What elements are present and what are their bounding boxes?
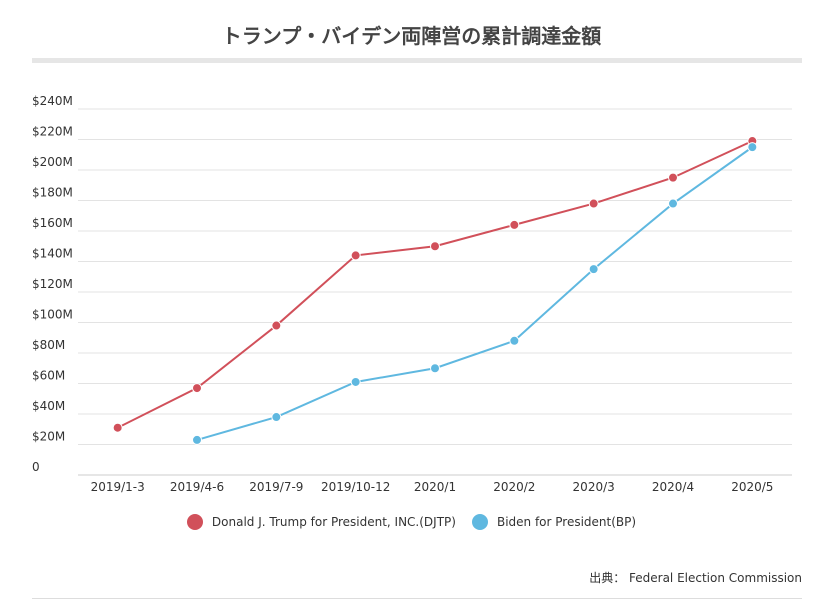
legend-swatch-trump <box>186 514 203 530</box>
y-tick-label: $80M <box>32 338 65 352</box>
y-tick-label: $100M <box>32 308 73 322</box>
data-point[interactable] <box>350 376 361 387</box>
data-point[interactable] <box>192 434 202 445</box>
series-line-0 <box>117 140 753 429</box>
x-tick-label: 2020/1 <box>414 480 456 494</box>
y-tick-label: $200M <box>32 155 73 169</box>
legend-label-biden: Biden for President(BP) <box>496 515 637 529</box>
data-point[interactable] <box>668 198 678 209</box>
data-point[interactable] <box>509 335 520 346</box>
x-tick-label: 2019/7-9 <box>249 480 303 494</box>
series-line-1 <box>196 146 753 441</box>
data-point[interactable] <box>430 363 440 374</box>
y-tick-label: $160M <box>32 216 73 230</box>
data-point[interactable] <box>350 250 361 261</box>
data-point[interactable] <box>588 264 599 275</box>
data-point[interactable] <box>192 383 202 394</box>
bottom-divider <box>32 598 802 599</box>
title-divider <box>32 58 802 63</box>
x-tick-label: 2020/4 <box>652 480 694 494</box>
data-point[interactable] <box>430 241 440 252</box>
source-note: 出典： Federal Election Commission <box>589 571 802 585</box>
chart-legend: Donald J. Trump for President, INC.(DJTP… <box>0 514 823 530</box>
data-point[interactable] <box>509 219 520 230</box>
y-tick-label: 0 <box>32 460 40 474</box>
x-tick-label: 2019/1-3 <box>91 480 145 494</box>
y-tick-label: $220M <box>32 125 73 139</box>
x-tick-label: 2019/10-12 <box>321 480 390 494</box>
legend-label-trump: Donald J. Trump for President, INC.(DJTP… <box>211 515 456 529</box>
y-tick-label: $40M <box>32 399 65 413</box>
data-point[interactable] <box>747 142 758 153</box>
y-tick-label: $240M <box>32 94 73 108</box>
data-point[interactable] <box>271 412 282 423</box>
legend-swatch-biden <box>471 514 488 530</box>
chart-title: トランプ・バイデン両陣営の累計調達金額 <box>221 24 602 48</box>
x-tick-label: 2020/3 <box>573 480 615 494</box>
x-tick-label: 2020/5 <box>731 480 773 494</box>
legend-item-trump[interactable]: Donald J. Trump for President, INC.(DJTP… <box>186 514 456 530</box>
y-tick-label: $20M <box>32 430 65 444</box>
y-tick-label: $140M <box>32 247 73 261</box>
y-tick-label: $120M <box>32 277 73 291</box>
data-point[interactable] <box>668 172 678 183</box>
x-tick-label: 2019/4-6 <box>170 480 224 494</box>
y-tick-label: $60M <box>32 369 65 383</box>
data-point[interactable] <box>588 198 599 209</box>
data-point[interactable] <box>271 320 282 331</box>
y-tick-label: $180M <box>32 186 73 200</box>
x-tick-label: 2020/2 <box>493 480 535 494</box>
legend-item-biden[interactable]: Biden for President(BP) <box>471 514 637 530</box>
data-point[interactable] <box>112 422 123 433</box>
